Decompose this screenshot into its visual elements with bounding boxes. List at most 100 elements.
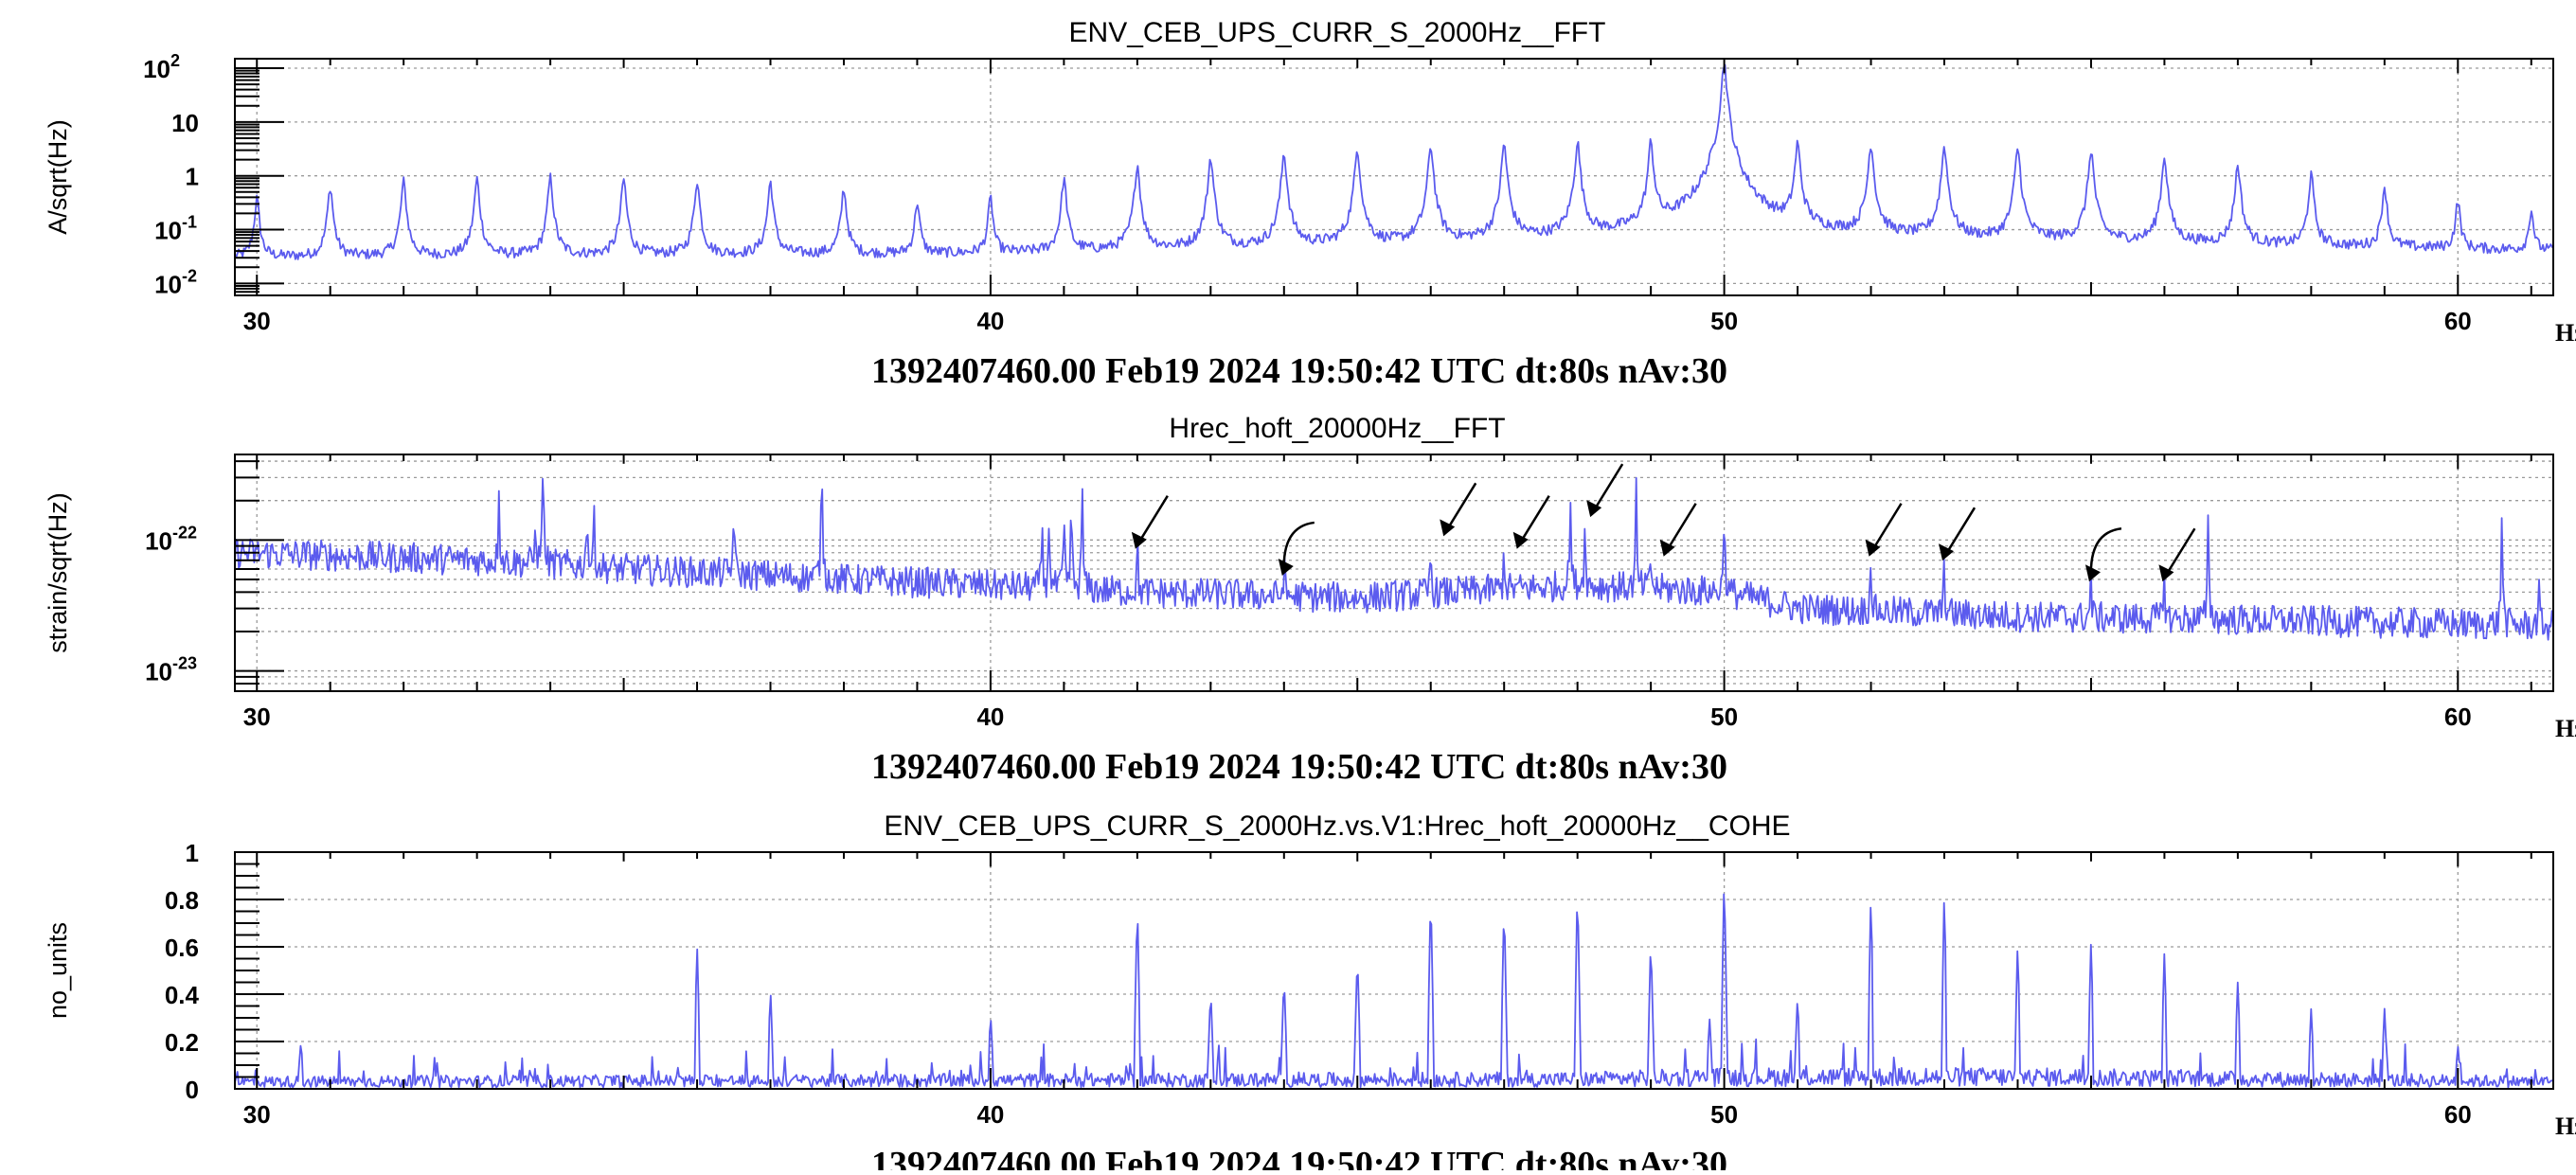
peak-point — [733, 503, 735, 505]
peak-point — [549, 177, 551, 179]
peak-point — [1870, 889, 1872, 891]
plot-frame — [234, 58, 2554, 296]
y-axis-label: no_units — [44, 922, 72, 1019]
peak-point — [1577, 141, 1579, 143]
annotation-arrow — [1939, 507, 1977, 561]
peak-point — [1430, 145, 1432, 147]
peak-point — [2384, 187, 2386, 188]
peak-point — [1650, 568, 1652, 570]
peak-point — [1870, 560, 1872, 561]
peak-point — [2237, 979, 2239, 981]
peak-point — [696, 180, 698, 182]
y-tick-label: 10 — [171, 109, 199, 137]
peak-point — [1063, 520, 1064, 522]
peak-point — [843, 188, 845, 190]
trace-series — [234, 476, 2554, 641]
plot-frame — [234, 454, 2554, 692]
peak-point — [1283, 974, 1285, 976]
peak-point — [1583, 528, 1585, 530]
y-tick-label: 10-23 — [145, 654, 197, 686]
panel-title: Hrec_hoft_20000Hz__FFT — [1169, 413, 1505, 444]
annotation-arrow — [2158, 527, 2196, 582]
x-tick-label: 30 — [243, 703, 271, 731]
y-axis: 10-2 10-1 1 10 102 — [143, 51, 284, 298]
x-tick-label: 40 — [976, 703, 1004, 731]
peak-point — [1636, 500, 1637, 502]
peak-point — [2090, 936, 2092, 938]
peak-point — [1070, 497, 1072, 499]
peak-point — [1797, 993, 1798, 995]
peak-point — [1577, 882, 1579, 884]
peak-point — [2090, 591, 2092, 593]
x-axis: 30 40 50 60 Hz — [243, 454, 2576, 742]
peak-points — [498, 454, 2540, 593]
peak-point — [2090, 150, 2092, 151]
peak-point — [2538, 591, 2540, 593]
peak-point — [990, 200, 992, 202]
peak-point — [498, 494, 500, 496]
x-tick-label: 60 — [2444, 307, 2472, 335]
y-axis: 0 0.2 0.4 0.6 0.8 1 — [165, 839, 284, 1104]
peak-point — [1569, 490, 1571, 491]
peak-point — [2531, 212, 2532, 214]
peak-point — [1430, 887, 1432, 889]
peak-point — [2384, 1007, 2386, 1009]
y-tick-label: 10-22 — [145, 523, 197, 555]
panel-footer: 1392407460.00 Feb19 2024 19:50:42 UTC dt… — [871, 1145, 1727, 1170]
peak-point — [586, 506, 588, 507]
peak-point — [2310, 1007, 2312, 1009]
peak-point — [2016, 147, 2018, 149]
y-tick-label: 0.6 — [165, 934, 199, 962]
x-tick-label: 60 — [2444, 1100, 2472, 1129]
trace-series — [234, 893, 2554, 1089]
peak-point — [1943, 887, 1945, 889]
peak-point — [2163, 949, 2165, 951]
x-tick-label: 40 — [976, 1100, 1004, 1129]
panel-footer: 1392407460.00 Feb19 2024 19:50:42 UTC dt… — [871, 351, 1727, 391]
y-tick-label: 10-1 — [154, 213, 197, 245]
peak-point — [1430, 552, 1432, 554]
peak-point — [1356, 148, 1358, 150]
y-tick-label: 0.8 — [165, 886, 199, 915]
x-tick-label: 30 — [243, 1100, 271, 1129]
panel-title: ENV_CEB_UPS_CURR_S_2000Hz__FFT — [1069, 17, 1606, 48]
peak-point — [1650, 141, 1652, 143]
peak-point — [2457, 203, 2459, 205]
peak-point — [2016, 941, 2018, 943]
peak-point — [476, 179, 478, 181]
y-tick-label: 0 — [186, 1076, 199, 1104]
peak-point — [1283, 152, 1285, 154]
plot-frame — [234, 851, 2554, 1090]
peak-point — [535, 525, 537, 526]
x-tick-label: 30 — [243, 307, 271, 335]
x-tick-label: 50 — [1710, 703, 1738, 731]
x-axis-unit: Hz — [2555, 1113, 2576, 1140]
peak-point — [2163, 584, 2165, 586]
peak-point — [2501, 508, 2503, 510]
y-axis: 10-23 10-22 — [145, 460, 284, 692]
peak-point — [1708, 1017, 1710, 1019]
y-tick-label: 1 — [186, 163, 199, 191]
x-tick-label: 50 — [1710, 307, 1738, 335]
peak-point — [1209, 156, 1211, 158]
peak-points — [256, 62, 2532, 215]
annotation-arrow — [1278, 521, 1315, 576]
y-tick-label: 1 — [186, 839, 199, 867]
peak-point — [2457, 1045, 2459, 1047]
annotation-arrow — [2084, 527, 2122, 582]
peak-point — [1503, 560, 1505, 561]
peak-point — [916, 203, 918, 205]
x-axis: 30 40 50 60 Hz — [243, 59, 2576, 347]
annotation-arrow — [1512, 495, 1550, 549]
peak-point — [402, 182, 404, 184]
peak-point — [1797, 142, 1798, 144]
peak-point — [1943, 145, 1945, 147]
peak-point — [300, 1041, 302, 1042]
peak-point — [1209, 988, 1211, 990]
panel-footer: 1392407460.00 Feb19 2024 19:50:42 UTC dt… — [871, 747, 1727, 787]
x-tick-label: 60 — [2444, 703, 2472, 731]
annotation-arrow — [1865, 503, 1903, 557]
x-axis-unit: Hz — [2555, 715, 2576, 742]
peak-point — [2163, 155, 2165, 157]
panel-title: ENV_CEB_UPS_CURR_S_2000Hz.vs.V1:Hrec_hof… — [884, 810, 1790, 842]
